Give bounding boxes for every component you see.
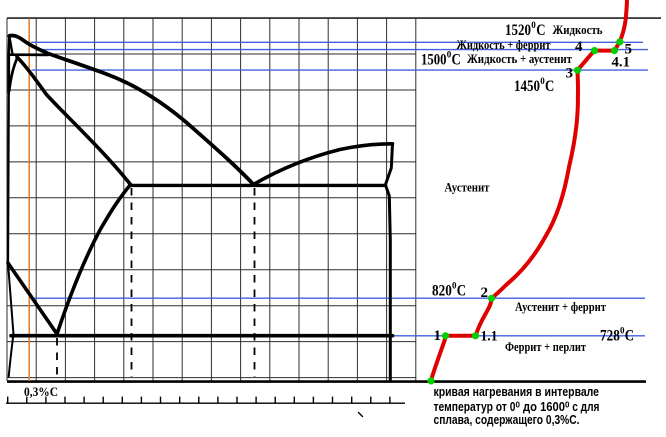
svg-text:1.1: 1.1: [481, 329, 498, 345]
svg-text:728: 728: [600, 327, 620, 344]
svg-text:C: C: [452, 52, 461, 69]
svg-text:C: C: [545, 78, 554, 95]
svg-text:820: 820: [432, 282, 452, 299]
svg-text:Жидкость + аустенит: Жидкость + аустенит: [467, 51, 573, 66]
svg-text:1500: 1500: [421, 52, 447, 69]
svg-text:C: C: [536, 22, 545, 39]
svg-text:1: 1: [434, 328, 442, 344]
svg-text:C: C: [625, 327, 634, 344]
svg-text:3: 3: [566, 65, 574, 81]
svg-text:0: 0: [452, 280, 457, 290]
svg-text:0: 0: [531, 20, 536, 30]
svg-text:C: C: [457, 282, 466, 299]
svg-text:1520: 1520: [505, 22, 531, 39]
svg-text:0: 0: [620, 325, 625, 335]
svg-text:0,3%С: 0,3%С: [24, 384, 58, 399]
svg-text:4.1: 4.1: [612, 54, 631, 70]
svg-text:Аустенит: Аустенит: [445, 180, 491, 195]
svg-text:Жидкость: Жидкость: [553, 22, 603, 37]
svg-text:кривая нагревания в интервале: кривая нагревания в интервале: [434, 385, 600, 399]
svg-text:4: 4: [575, 39, 583, 55]
svg-text:5: 5: [625, 41, 633, 57]
svg-text:0: 0: [447, 50, 452, 60]
svg-text:2: 2: [481, 285, 489, 301]
svg-text:сплава, содержащего 0,3%С.: сплава, содержащего 0,3%С.: [434, 413, 580, 427]
svg-text:1450: 1450: [514, 78, 540, 95]
svg-text:0: 0: [540, 76, 545, 86]
svg-text:Феррит + перлит: Феррит + перлит: [505, 339, 586, 354]
svg-text:Аустенит + феррит: Аустенит + феррит: [515, 299, 606, 314]
svg-text:температур от 00 до 16000 с дл: температур от 00 до 16000 с для: [434, 400, 600, 414]
svg-text:Жидкость + феррит: Жидкость + феррит: [457, 37, 551, 52]
